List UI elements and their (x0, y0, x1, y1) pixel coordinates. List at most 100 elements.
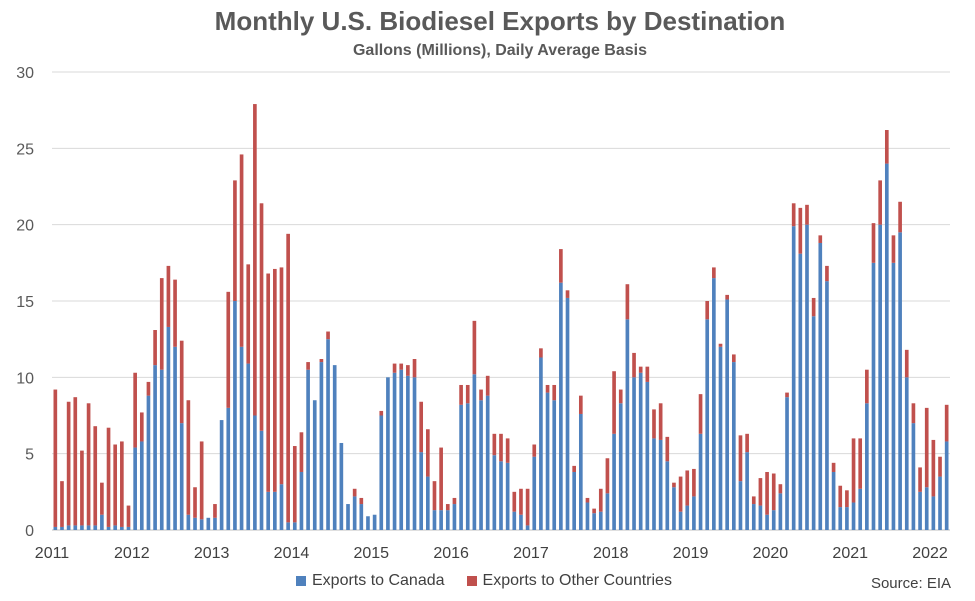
bar-other-countries (193, 487, 197, 518)
bar-other-countries (891, 235, 896, 263)
bar-canada (638, 372, 643, 530)
y-tick-label: 0 (25, 523, 34, 540)
bar-canada (73, 525, 78, 530)
bar-canada (266, 491, 271, 530)
bar-canada (891, 262, 896, 530)
bar-other-countries (712, 267, 716, 279)
bar-other-countries (319, 359, 324, 363)
bar-canada (499, 461, 503, 530)
bar-other-countries (505, 438, 510, 463)
bar-canada (898, 232, 902, 531)
bar-canada (878, 224, 882, 531)
bar-other-countries (738, 435, 743, 482)
bar-canada (818, 242, 823, 531)
bar-other-countries (246, 264, 251, 364)
x-tick-label: 2022 (912, 545, 948, 562)
bar-other-countries (831, 462, 836, 472)
bar-canada (93, 525, 98, 530)
bar-canada (931, 496, 936, 530)
bar-canada (259, 430, 264, 530)
bar-canada (286, 522, 290, 530)
bar-other-countries (552, 384, 557, 401)
bar-canada (851, 502, 856, 530)
x-tick-label: 2016 (433, 545, 469, 562)
x-tick-label: 2012 (114, 545, 150, 562)
bar-canada (53, 526, 58, 530)
bar-other-countries (100, 482, 104, 515)
bar-canada (339, 442, 344, 530)
bar-canada (465, 403, 470, 530)
bar-canada (592, 513, 596, 530)
x-tick-label: 2013 (194, 545, 230, 562)
bar-other-countries (452, 497, 457, 505)
bar-canada (133, 447, 137, 530)
bar-canada (805, 224, 809, 531)
chart-subtitle: Gallons (Millions), Daily Average Basis (352, 42, 647, 59)
bar-canada (725, 299, 729, 530)
bar-other-countries (931, 439, 936, 497)
bar-canada (332, 365, 337, 530)
bar-canada (445, 510, 450, 530)
bar-other-countries (485, 375, 490, 396)
bar-canada (326, 339, 330, 530)
bar-canada (712, 278, 716, 530)
bar-canada (199, 519, 204, 530)
x-tick-label: 2014 (274, 545, 310, 562)
bar-other-countries (139, 412, 144, 442)
bar-canada (512, 511, 517, 530)
bar-canada (186, 514, 191, 530)
bar-other-countries (359, 497, 364, 505)
bar-canada (253, 415, 257, 530)
bar-other-countries (698, 394, 703, 434)
bar-other-countries (126, 505, 131, 527)
bar-canada (193, 517, 197, 530)
bar-other-countries (559, 249, 563, 283)
bar-canada (858, 488, 863, 530)
bar-canada (166, 326, 171, 530)
y-tick-label: 20 (16, 218, 34, 235)
bar-canada (233, 301, 237, 530)
bar-canada (572, 471, 576, 530)
bar-other-countries (725, 294, 729, 300)
bar-other-countries (379, 410, 384, 416)
bar-other-countries (838, 485, 843, 508)
bar-canada (219, 420, 224, 530)
bar-canada (273, 491, 277, 530)
bar-other-countries (811, 297, 816, 317)
legend-label-other: Exports to Other Countries (482, 572, 672, 589)
bar-canada (645, 381, 650, 530)
legend-swatch-other (466, 576, 477, 586)
bar-canada (306, 369, 310, 530)
bar-canada (738, 481, 743, 530)
bar-canada (618, 403, 623, 530)
bar-other-countries (751, 496, 756, 505)
bar-canada (565, 297, 570, 530)
bar-canada (685, 505, 690, 530)
bar-canada (585, 502, 590, 530)
bar-other-countries (918, 467, 922, 492)
bar-canada (126, 526, 131, 530)
bar-other-countries (412, 359, 417, 378)
bar-other-countries (492, 433, 497, 456)
bar-canada (625, 319, 630, 530)
bar-other-countries (419, 401, 424, 453)
bar-other-countries (299, 432, 304, 472)
bar-other-countries (818, 235, 823, 243)
bar-canada (352, 496, 357, 530)
bar-canada (924, 487, 929, 530)
bar-other-countries (758, 478, 763, 506)
bar-other-countries (851, 438, 856, 503)
bar-other-countries (565, 290, 570, 298)
bar-other-countries (153, 330, 157, 366)
bar-other-countries (778, 484, 783, 494)
chart-title: Monthly U.S. Biodiesel Exports by Destin… (214, 6, 786, 36)
x-tick-label: 2017 (513, 545, 549, 562)
bar-other-countries (745, 433, 749, 453)
bar-canada (884, 163, 889, 530)
bar-other-countries (525, 488, 530, 526)
bar-canada (672, 487, 676, 530)
bar-canada (452, 504, 457, 530)
bar-other-countries (545, 384, 550, 393)
bar-other-countries (73, 397, 78, 526)
bar-canada (366, 516, 370, 530)
